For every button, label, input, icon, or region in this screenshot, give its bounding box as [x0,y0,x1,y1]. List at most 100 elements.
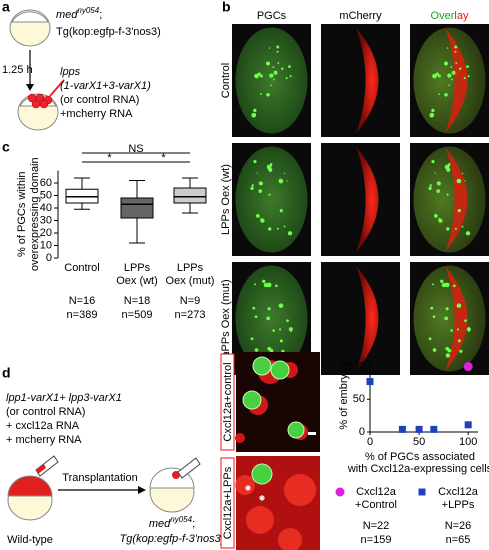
pgc [440,279,444,283]
count-N: N=9 [180,295,201,307]
text-part: med [149,518,171,530]
pgc [431,113,434,116]
pgc [278,178,284,184]
text-part: lay [454,10,469,22]
pgc [431,160,435,164]
pgc [255,214,260,218]
pgc [445,353,451,358]
pgc [269,163,273,167]
pgc [276,227,279,230]
point [464,421,472,429]
cell [31,99,41,109]
pgc [447,73,452,78]
pgc [254,73,259,79]
host-transgene: Tg(kop:egfp-f-3'nos3) [120,533,225,545]
pgc [455,62,458,65]
y-tick-label: 10 [40,239,52,251]
y-axis-label: % of PGCs within [16,171,28,257]
pgc [289,330,292,332]
row-label: Cxcl12a+LPPs [222,466,234,539]
pgc [435,72,439,76]
injection-line: (or control RNA) [6,406,85,418]
pgc [254,283,256,286]
asterisk [259,495,265,501]
count-N: N=16 [69,295,96,307]
pgc [270,360,290,380]
x-axis-label: % of PGCs associated [365,451,475,463]
panel-label: a [2,0,10,15]
text-part: LPPs [177,262,204,274]
pgc [454,227,457,230]
mcherry-domain [356,28,379,133]
pgc [444,93,448,97]
pgc [268,227,272,231]
box [173,187,207,204]
embryo [235,27,308,134]
pgc [457,339,461,343]
pgc [252,356,272,376]
significance-label: * [107,152,112,164]
pgc [256,172,258,174]
pgc [257,72,261,76]
asterisk [245,485,251,491]
pgc [444,316,449,321]
pgc [456,178,462,184]
x-tick-label: LPPs Oex (wt) [116,262,158,287]
embryo [235,146,308,253]
pgc [467,75,470,78]
pgc [456,328,460,331]
pgc [459,349,463,353]
pgc [242,390,262,410]
pgc [467,330,470,332]
mcherry-domain [445,266,468,371]
panel-label: c [2,139,10,155]
count: N=22 [363,520,390,532]
point [430,425,438,433]
pgc [251,184,254,187]
panel-label: d [2,365,11,381]
pgc [279,208,283,213]
panel-label: b [222,0,231,15]
pgc [258,181,263,186]
y-tick-label: 100 [347,360,365,372]
step-label: Transplantation [62,472,137,484]
row-label: LPPs Oex (mut) [220,279,232,357]
pgc [259,74,263,78]
x-tick-label: 100 [459,436,477,448]
pgc [464,319,467,323]
legend-label: Cxcl12a +LPPs [438,486,479,511]
pgc [438,218,443,223]
pgc [279,339,283,343]
pgc [463,77,466,80]
needle [49,79,65,97]
count-n: n=273 [175,309,206,321]
pgc [432,315,436,319]
text-part: +Control [355,499,397,511]
injection-line: lpp1-varX1+ lpp3-varX1 [6,392,122,404]
pgc [288,65,291,69]
pgc [266,93,270,97]
genotype: medny054; [56,6,102,21]
embryo [413,265,486,372]
x-tick-label: Control [64,262,99,274]
injection-line: +mcherry RNA [60,108,133,120]
cell [235,433,245,443]
pgc [272,329,275,332]
count: N=26 [445,520,472,532]
pgc [267,346,272,351]
scale-bar [308,432,316,435]
cell [235,475,255,495]
mcherry-domain [356,147,379,252]
text-part: ny054 [170,515,192,524]
pgc [466,65,469,69]
pgc [278,328,282,331]
injection-line: + mcherry RNA [6,434,82,446]
pgc [464,180,466,182]
text-part: Oex (wt) [116,275,158,287]
pgc [446,193,449,196]
pgc [289,75,292,78]
pgc [254,348,259,352]
pgc [448,84,450,87]
pgc [428,337,432,341]
pgc [432,73,437,79]
